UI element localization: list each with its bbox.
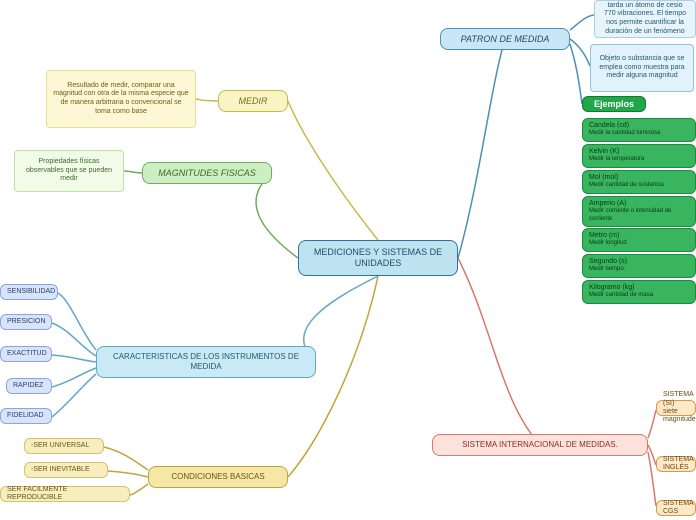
- ejemplo-desc: Medir cantidad de masa: [589, 292, 653, 299]
- branch-medir: MEDIR: [218, 90, 288, 112]
- note-patron-1: Objeto o substancia que se emplea como m…: [590, 44, 694, 92]
- edge: [52, 355, 96, 362]
- ejemplo-title: Metro (m): [589, 232, 619, 240]
- ejemplo-title: Mol (mol): [589, 174, 618, 182]
- center-node: MEDICIONES Y SISTEMAS DE UNIDADES: [298, 240, 458, 276]
- ejemplo-title: Kelvin (K): [589, 148, 619, 156]
- edge: [108, 471, 148, 477]
- ejemplo-5: Segundo (s)Medir tiempo: [582, 254, 696, 278]
- ejemplo-1: Kelvin (K)Medir la temperatura: [582, 144, 696, 168]
- ejemplo-desc: Medir tiempo: [589, 266, 624, 273]
- ejemplo-title: Kilogramo (kg): [589, 284, 635, 292]
- edge: [130, 484, 148, 495]
- note-magnitudes: Propiedades físicas observables que se p…: [14, 150, 124, 192]
- edge: [648, 410, 656, 438]
- ejemplo-4: Metro (m)Medir longitud: [582, 228, 696, 252]
- edge: [570, 15, 594, 30]
- leaf-condiciones-2: SER FACILMENTE REPRODUCIBLE: [0, 486, 130, 502]
- branch-condiciones: CONDICIONES BASICAS: [148, 466, 288, 488]
- branch-patron: PATRON DE MEDIDA: [440, 28, 570, 50]
- edge: [52, 374, 96, 417]
- ejemplo-title: Amperio (A): [589, 200, 626, 208]
- leaf-caracteristicas-4: FIDELIDAD: [0, 408, 52, 424]
- leaf-caracteristicas-0: SENSIBILIDAD: [0, 284, 58, 300]
- note-patron-0: tarda un átomo de cesio 770 vibraciones.…: [594, 0, 696, 38]
- edge: [570, 44, 582, 104]
- branch-sistema: SISTEMA INTERNACIONAL DE MEDIDAS.: [432, 434, 648, 456]
- edge: [288, 101, 378, 240]
- ejemplo-3: Amperio (A)Medir corriente o intensidad …: [582, 196, 696, 227]
- edge: [52, 368, 96, 387]
- ejemplo-desc: Medir longitud: [589, 240, 627, 247]
- ejemplo-desc: Medir la cantidad luminosa: [589, 130, 660, 137]
- leaf-sistema-0: SISTEMA (SI) siete magnitudes: [656, 400, 696, 416]
- leaf-caracteristicas-3: RAPIDEZ: [6, 378, 52, 394]
- leaf-condiciones-1: -SER INEVITABLE: [24, 462, 108, 478]
- leaf-sistema-2: SISTEMA CGS: [656, 500, 696, 516]
- leaf-condiciones-0: -SER UNIVERSAL: [24, 438, 104, 454]
- edge: [58, 293, 96, 350]
- edge: [104, 447, 148, 470]
- edge: [570, 39, 590, 66]
- leaf-sistema-1: SISTEMA INGLÉS: [656, 456, 696, 472]
- ejemplo-title: Segundo (s): [589, 258, 627, 266]
- leaf-caracteristicas-2: EXACTITUD: [0, 346, 52, 362]
- edge: [458, 258, 540, 445]
- ejemplo-desc: Medir la temperatura: [589, 156, 644, 163]
- ejemplo-desc: Medir cantidad de sustancia: [589, 182, 664, 189]
- ejemplo-6: Kilogramo (kg)Medir cantidad de masa: [582, 280, 696, 304]
- edge: [648, 445, 656, 465]
- ejemplo-0: Candela (cd)Medir la cantidad luminosa: [582, 118, 696, 142]
- ejemplo-title: Candela (cd): [589, 122, 629, 130]
- note-medir: Resultado de medir, comparar una magnitu…: [46, 70, 196, 128]
- edge: [648, 452, 656, 506]
- branch-caracteristicas: CARACTERISTICAS DE LOS INSTRUMENTOS DE M…: [96, 346, 316, 378]
- edge: [458, 39, 505, 258]
- ejemplos-header: Ejemplos: [582, 96, 646, 112]
- ejemplo-desc: Medir corriente o intensidad de corrient…: [589, 208, 689, 222]
- edge: [196, 99, 218, 101]
- edge: [256, 173, 298, 258]
- edge: [52, 323, 96, 356]
- ejemplo-2: Mol (mol)Medir cantidad de sustancia: [582, 170, 696, 194]
- edge: [124, 171, 142, 173]
- branch-magnitudes: MAGNITUDES FISICAS: [142, 162, 272, 184]
- leaf-caracteristicas-1: PRESICION: [0, 314, 52, 330]
